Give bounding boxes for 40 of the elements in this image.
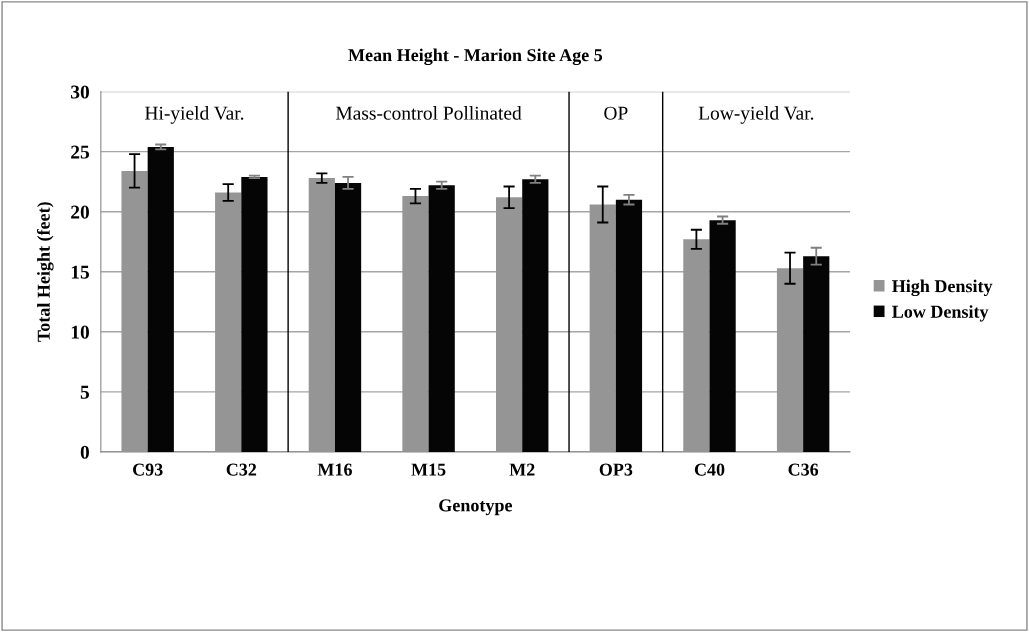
bar bbox=[241, 176, 268, 452]
x-tick-label: M16 bbox=[317, 463, 352, 476]
bar bbox=[683, 239, 710, 452]
legend-label: High Density bbox=[892, 279, 993, 297]
y-tick-label: 25 bbox=[71, 145, 90, 159]
bar bbox=[215, 192, 242, 452]
bar bbox=[121, 170, 148, 452]
y-tick-label: 20 bbox=[71, 205, 89, 219]
bar bbox=[589, 204, 616, 452]
bar bbox=[522, 179, 549, 452]
bar bbox=[709, 220, 736, 452]
x-tick-label: C36 bbox=[788, 463, 819, 476]
x-tick-label: C40 bbox=[694, 463, 725, 476]
x-tick-label: C93 bbox=[133, 463, 163, 476]
bar bbox=[334, 182, 362, 452]
bar bbox=[308, 178, 335, 452]
y-tick-label: 5 bbox=[80, 385, 90, 399]
y-tick-label: 15 bbox=[71, 265, 90, 279]
bar bbox=[496, 197, 523, 452]
annotation: Low-yield Var. bbox=[698, 106, 814, 124]
x-tick-label: OP3 bbox=[599, 463, 633, 476]
y-axis-title: Total Height (feet) bbox=[36, 202, 54, 342]
y-tick-label: 0 bbox=[80, 445, 89, 459]
bar bbox=[402, 196, 429, 452]
x-axis-title: Genotype bbox=[439, 499, 513, 516]
bar bbox=[615, 199, 643, 452]
legend-label: Low Density bbox=[892, 305, 989, 322]
annotation: OP bbox=[604, 106, 628, 120]
y-tick-label: 30 bbox=[71, 85, 89, 99]
bar bbox=[803, 256, 830, 452]
x-tick-label: C32 bbox=[226, 463, 257, 476]
annotation: Mass-control Pollinated bbox=[335, 106, 522, 120]
bar bbox=[147, 146, 174, 452]
x-tick-label: M15 bbox=[411, 463, 446, 476]
bar bbox=[776, 268, 804, 452]
x-tick-label: M2 bbox=[509, 463, 535, 476]
chart-title: Mean Height - Marion Site Age 5 bbox=[348, 48, 603, 66]
annotation: Hi-yield Var. bbox=[144, 106, 244, 124]
bar bbox=[428, 185, 455, 452]
y-tick-label: 10 bbox=[71, 325, 89, 339]
